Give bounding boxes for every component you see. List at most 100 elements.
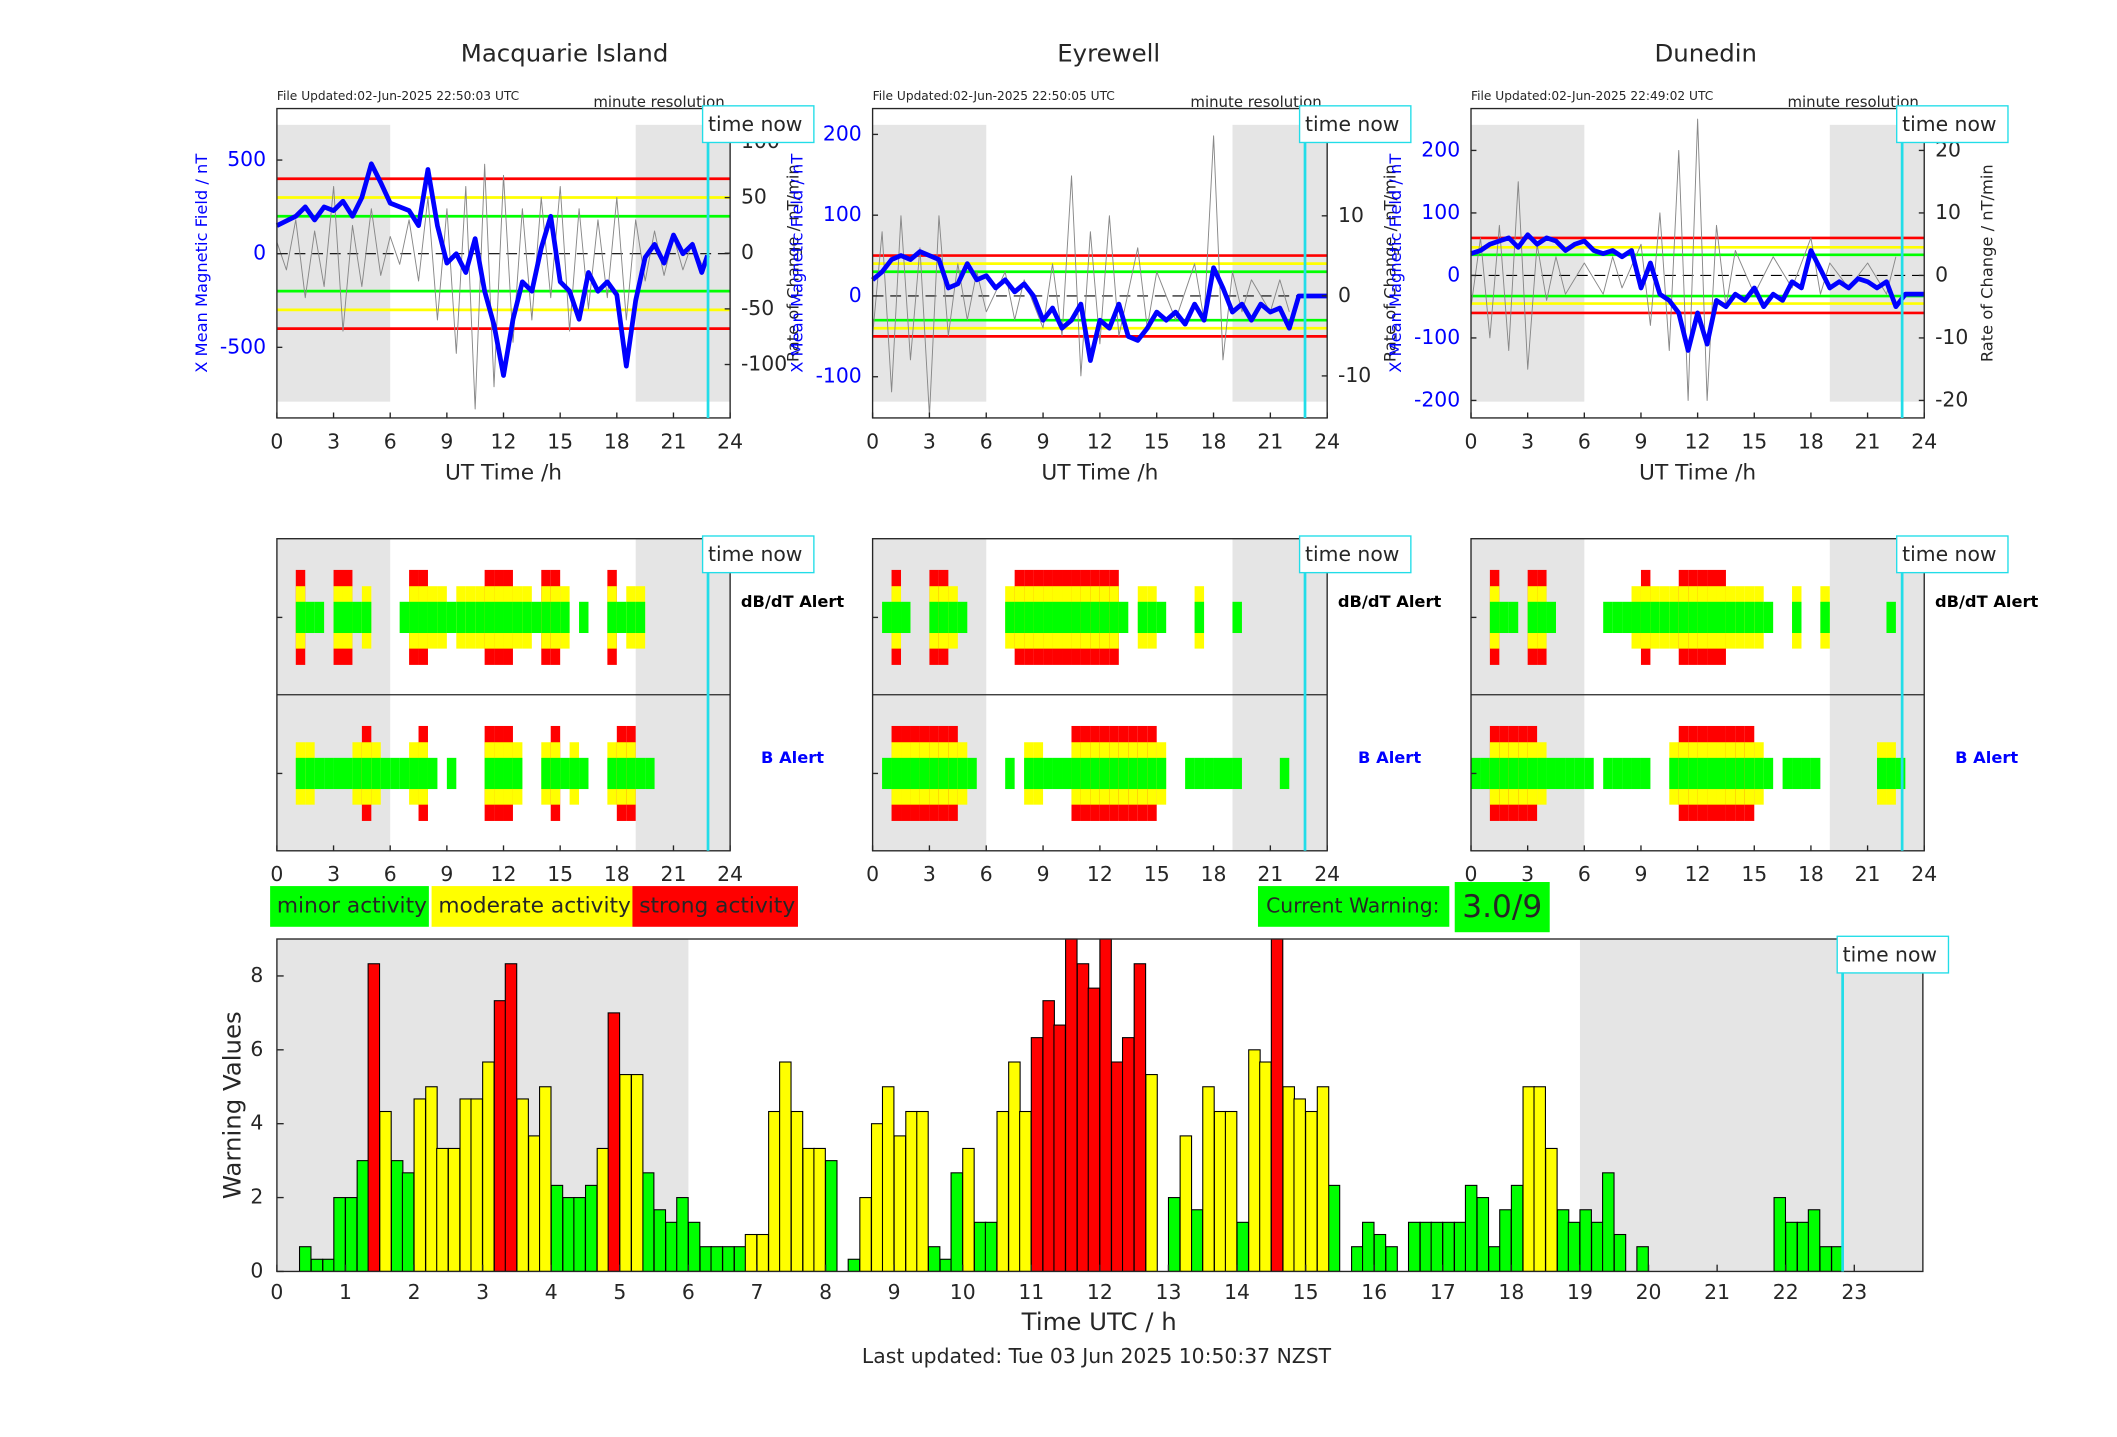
y-tick-label: 2: [250, 1185, 263, 1209]
alert-bar: [512, 757, 523, 790]
alert-bar: [1147, 757, 1157, 790]
warning-bar: [1796, 1221, 1810, 1272]
alert-bar: [342, 601, 353, 634]
alert-bar: [1678, 757, 1689, 790]
alert-name: dB/dT Alert: [741, 592, 845, 611]
alert-bar: [1527, 757, 1538, 790]
warning-bar: [447, 1147, 461, 1272]
warning-bar: [322, 1258, 335, 1272]
x-tick-label: 3: [1521, 429, 1534, 453]
x-tick-label: 0: [270, 1280, 283, 1304]
alert-bar: [305, 757, 315, 790]
alert-bar: [607, 601, 617, 634]
warning-bar: [733, 1246, 747, 1272]
alert-bar: [1678, 601, 1689, 634]
warning-bar: [1351, 1246, 1364, 1272]
x-tick-label: 5: [613, 1280, 626, 1304]
alert-bar: [1763, 757, 1774, 790]
time-now-label: time now: [1305, 542, 1399, 566]
alert-bar: [1754, 757, 1764, 790]
alert-bar: [1886, 757, 1896, 790]
x-tick-label: 0: [1465, 429, 1478, 453]
alert-bar: [938, 601, 949, 634]
warning-bar: [550, 1184, 564, 1272]
alert-bar: [967, 757, 977, 790]
y-tick-label: 500: [227, 147, 266, 171]
x-tick-label: 20: [1636, 1280, 1662, 1304]
warning-bar: [1453, 1221, 1467, 1272]
y2-tick-label: -10: [1338, 363, 1371, 387]
y2-tick-label: 10: [1338, 203, 1364, 227]
warning-bar: [619, 1074, 632, 1272]
resolution: minute resolution: [593, 93, 724, 111]
x-tick-label: 14: [1224, 1280, 1250, 1304]
x-tick-label: 3: [476, 1280, 489, 1304]
alert-bar: [1156, 601, 1167, 634]
alert-bar: [550, 601, 561, 634]
alert-name: dB/dT Alert: [1935, 592, 2039, 611]
alert-bar: [1518, 757, 1528, 790]
alert-bar: [607, 757, 617, 790]
y2-tick-label: 0: [1338, 283, 1351, 307]
warning-bar: [893, 1135, 907, 1272]
x-tick-label: 15: [1293, 1280, 1319, 1304]
alert-bar: [1669, 757, 1679, 790]
alert-name: B Alert: [1358, 748, 1421, 767]
warning-bar: [630, 1074, 644, 1272]
resolution: minute resolution: [1190, 93, 1321, 111]
x-tick-label: 18: [604, 862, 630, 886]
y2-tick-label: -10: [1935, 325, 1968, 349]
x-tick-label: 9: [1634, 862, 1647, 886]
x-tick-label: 3: [923, 429, 936, 453]
warning-bar: [1019, 1110, 1032, 1272]
x-tick-label: 0: [866, 429, 879, 453]
y-tick-label: 200: [1421, 137, 1460, 161]
warning-bar: [1407, 1221, 1421, 1272]
warning-bar: [1202, 1086, 1215, 1272]
warning-bar: [825, 1160, 838, 1272]
warning-bar: [1087, 987, 1101, 1272]
y-tick-label: 0: [849, 283, 862, 307]
x-tick-label: 17: [1430, 1280, 1456, 1304]
x-tick-label: 3: [327, 429, 340, 453]
warning-bar: [790, 1110, 804, 1272]
alert-bar: [352, 601, 362, 634]
warning-bar: [1030, 1037, 1044, 1272]
time-now-label: time now: [1843, 942, 1937, 966]
alert-name: B Alert: [761, 748, 824, 767]
warning-bar: [298, 1246, 312, 1272]
x-tick-label: 24: [1314, 429, 1340, 453]
x-tick-label: 15: [1144, 429, 1170, 453]
y2-tick-label: 50: [741, 185, 767, 209]
warning-bar: [744, 1233, 758, 1272]
warning-bar: [756, 1233, 769, 1272]
alert-bar: [1688, 757, 1698, 790]
field-line: [871, 249, 1328, 363]
alert-bar: [626, 757, 636, 790]
warning-bar: [1293, 1098, 1306, 1272]
y2-tick-label: -100: [741, 352, 787, 376]
warning-bar: [367, 963, 381, 1272]
warning-bar: [1053, 1024, 1066, 1272]
warning-bar: [1556, 1209, 1570, 1272]
alert-bar: [1622, 601, 1632, 634]
alert-bar: [1631, 757, 1641, 790]
x-tick-label: 21: [661, 429, 687, 453]
night-shade: [635, 124, 731, 402]
alert-bar: [1194, 757, 1205, 790]
x-tick-label: 9: [1037, 862, 1050, 886]
alert-bar: [1527, 601, 1538, 634]
x-tick-label: 3: [923, 862, 936, 886]
warning-bar: [1008, 1061, 1021, 1272]
warning-bar: [699, 1246, 713, 1272]
warning-bar: [1476, 1197, 1490, 1272]
warning-bar: [641, 1172, 655, 1272]
alert-bar: [616, 757, 627, 790]
warning-bar: [1602, 1172, 1615, 1272]
x-tick-label: 21: [661, 862, 687, 886]
alert-bar: [1744, 601, 1755, 634]
x-tick-label: 24: [1911, 862, 1937, 886]
alert-bar: [494, 757, 504, 790]
x-axis-label: UT Time /h: [1639, 461, 1756, 486]
alert-bar: [1584, 757, 1594, 790]
